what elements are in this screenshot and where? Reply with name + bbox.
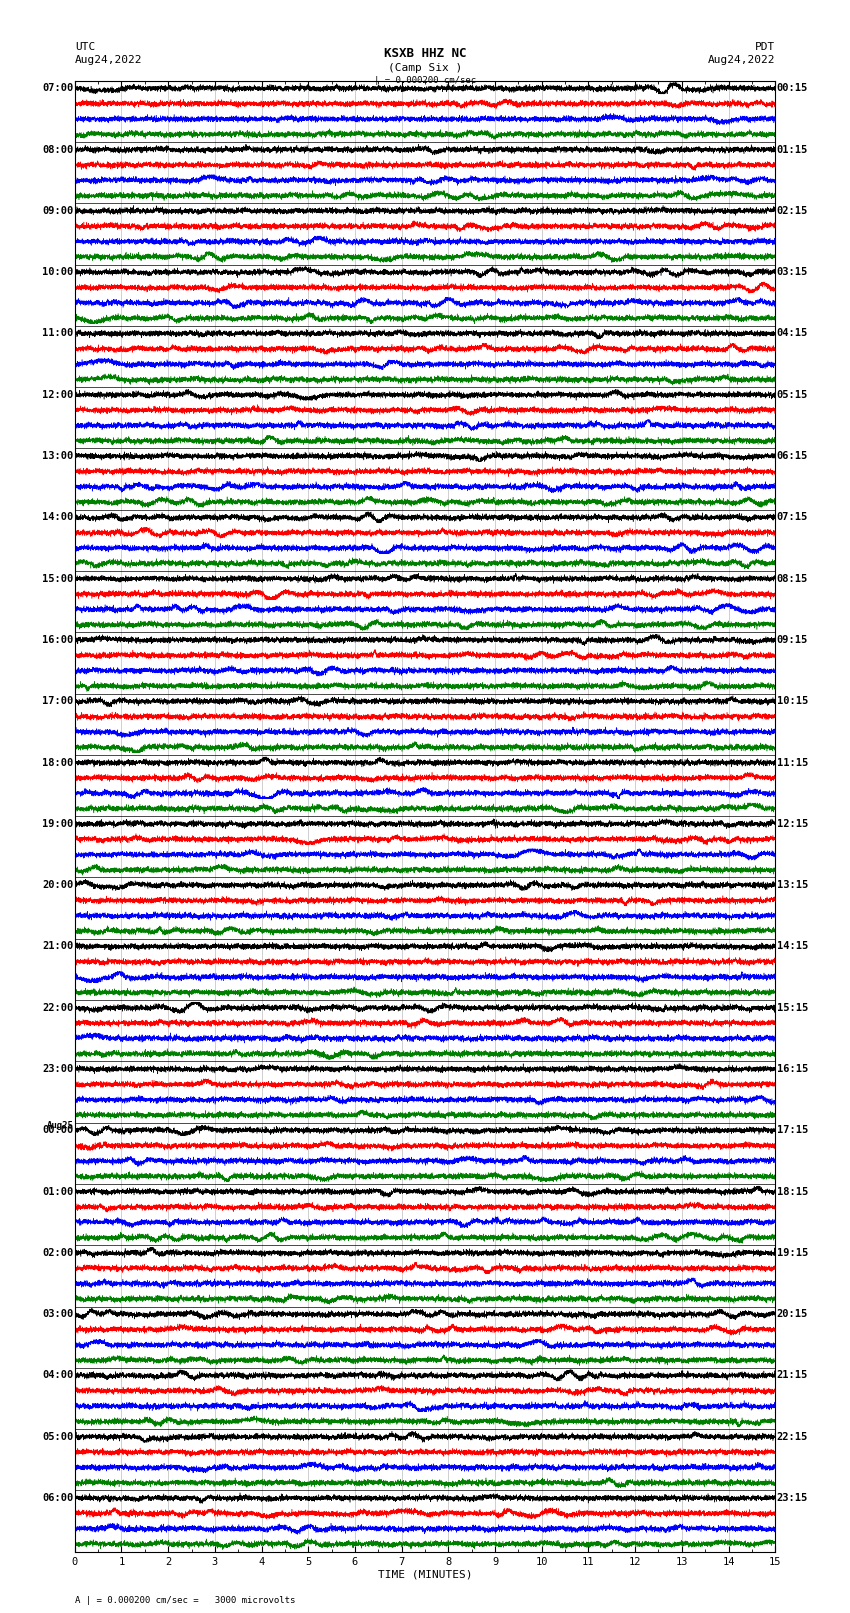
Text: 17:15: 17:15 <box>777 1126 807 1136</box>
Text: 10:00: 10:00 <box>42 268 73 277</box>
Text: 03:15: 03:15 <box>777 268 807 277</box>
Text: 21:00: 21:00 <box>42 942 73 952</box>
Text: 19:15: 19:15 <box>777 1248 807 1258</box>
Text: 20:15: 20:15 <box>777 1310 807 1319</box>
Text: KSXB HHZ NC: KSXB HHZ NC <box>383 47 467 60</box>
Text: 04:15: 04:15 <box>777 329 807 339</box>
Text: 15:15: 15:15 <box>777 1003 807 1013</box>
Text: 22:00: 22:00 <box>42 1003 73 1013</box>
Text: Aug24,2022: Aug24,2022 <box>75 55 142 65</box>
Text: 11:15: 11:15 <box>777 758 807 768</box>
Text: 16:00: 16:00 <box>42 636 73 645</box>
Text: 01:00: 01:00 <box>42 1187 73 1197</box>
Text: 00:15: 00:15 <box>777 84 807 94</box>
Text: 18:00: 18:00 <box>42 758 73 768</box>
Text: 03:00: 03:00 <box>42 1310 73 1319</box>
Text: 10:15: 10:15 <box>777 697 807 706</box>
Text: | = 0.000200 cm/sec: | = 0.000200 cm/sec <box>374 76 476 84</box>
Text: 18:15: 18:15 <box>777 1187 807 1197</box>
Text: 04:00: 04:00 <box>42 1371 73 1381</box>
Text: 01:15: 01:15 <box>777 145 807 155</box>
Text: 21:15: 21:15 <box>777 1371 807 1381</box>
Text: 00:00: 00:00 <box>42 1126 73 1136</box>
Text: 07:00: 07:00 <box>42 84 73 94</box>
Text: A | = 0.000200 cm/sec =   3000 microvolts: A | = 0.000200 cm/sec = 3000 microvolts <box>75 1595 295 1605</box>
Text: 12:15: 12:15 <box>777 819 807 829</box>
Text: 06:15: 06:15 <box>777 452 807 461</box>
Text: Aug25: Aug25 <box>47 1121 73 1131</box>
Text: 09:00: 09:00 <box>42 206 73 216</box>
Text: UTC: UTC <box>75 42 95 52</box>
X-axis label: TIME (MINUTES): TIME (MINUTES) <box>377 1569 473 1579</box>
Text: 02:15: 02:15 <box>777 206 807 216</box>
Text: 02:00: 02:00 <box>42 1248 73 1258</box>
Text: 14:15: 14:15 <box>777 942 807 952</box>
Text: 05:15: 05:15 <box>777 390 807 400</box>
Text: 15:00: 15:00 <box>42 574 73 584</box>
Text: 08:00: 08:00 <box>42 145 73 155</box>
Text: 20:00: 20:00 <box>42 881 73 890</box>
Text: 14:00: 14:00 <box>42 513 73 523</box>
Text: 13:00: 13:00 <box>42 452 73 461</box>
Text: PDT: PDT <box>755 42 775 52</box>
Text: 09:15: 09:15 <box>777 636 807 645</box>
Text: 12:00: 12:00 <box>42 390 73 400</box>
Text: Aug24,2022: Aug24,2022 <box>708 55 775 65</box>
Text: 22:15: 22:15 <box>777 1432 807 1442</box>
Text: 13:15: 13:15 <box>777 881 807 890</box>
Text: 19:00: 19:00 <box>42 819 73 829</box>
Text: 05:00: 05:00 <box>42 1432 73 1442</box>
Text: 16:15: 16:15 <box>777 1065 807 1074</box>
Text: 06:00: 06:00 <box>42 1494 73 1503</box>
Text: 23:15: 23:15 <box>777 1494 807 1503</box>
Text: (Camp Six ): (Camp Six ) <box>388 63 462 73</box>
Text: 08:15: 08:15 <box>777 574 807 584</box>
Text: 23:00: 23:00 <box>42 1065 73 1074</box>
Text: 17:00: 17:00 <box>42 697 73 706</box>
Text: 11:00: 11:00 <box>42 329 73 339</box>
Text: 07:15: 07:15 <box>777 513 807 523</box>
